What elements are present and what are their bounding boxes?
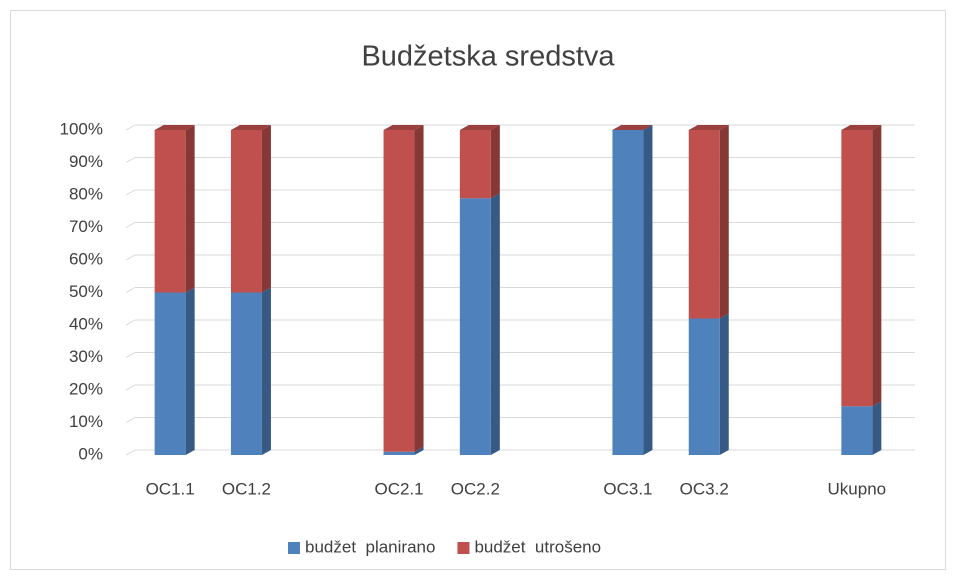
y-tick-label: 50% <box>69 282 103 301</box>
legend-swatch <box>457 542 470 554</box>
bar <box>459 198 491 455</box>
x-tick-label: OC3.2 <box>680 479 729 498</box>
bar-side <box>261 287 271 455</box>
bar <box>841 406 873 455</box>
bar <box>383 130 415 452</box>
bar-top <box>459 125 500 130</box>
grid-line-depth <box>125 222 136 228</box>
grid-line-depth <box>125 449 136 456</box>
bar-side <box>872 401 882 455</box>
x-tick-label: OC2.1 <box>374 479 423 498</box>
bar-side <box>414 446 424 455</box>
bar-top <box>841 125 882 130</box>
legend-label: budžet planirano <box>305 537 435 556</box>
bar <box>688 318 720 455</box>
bar-side <box>872 125 882 407</box>
x-tick-label: OC2.2 <box>451 479 500 498</box>
bar <box>230 130 262 293</box>
bar <box>459 130 491 199</box>
bar-top <box>612 125 653 130</box>
y-tick-label: 90% <box>69 152 103 171</box>
bar-side <box>490 125 500 199</box>
y-tick-label: 20% <box>69 379 103 398</box>
grid-line-depth <box>125 352 136 358</box>
bar-side <box>414 125 424 452</box>
grid-line-depth <box>125 157 136 163</box>
grid-line-depth <box>125 384 136 391</box>
bar-side <box>261 125 271 293</box>
grid-line-depth <box>125 319 136 326</box>
bar-top <box>230 125 271 130</box>
bar <box>154 292 186 455</box>
x-tick-label: Ukupno <box>828 479 887 498</box>
grid-line-depth <box>125 254 136 261</box>
bar <box>612 130 644 455</box>
grid-line-depth <box>125 417 136 423</box>
y-tick-label: 80% <box>69 184 103 203</box>
bar-side <box>490 193 500 455</box>
legend-swatch <box>288 542 300 554</box>
bar <box>688 130 720 319</box>
grid-line-depth <box>125 189 136 196</box>
y-tick-label: 60% <box>69 249 103 268</box>
bar-side <box>185 125 195 293</box>
bar-top <box>154 125 195 130</box>
y-tick-label: 70% <box>69 217 103 236</box>
x-tick-label: OC3.1 <box>603 479 652 498</box>
grid-line-depth <box>125 287 136 293</box>
bar-side <box>643 125 653 455</box>
bar-side <box>719 313 729 455</box>
y-tick-label: 30% <box>69 347 103 366</box>
grid-line-depth <box>125 124 136 131</box>
y-tick-label: 100% <box>60 119 103 138</box>
x-tick-label: OC1.2 <box>222 479 271 498</box>
y-tick-label: 40% <box>69 314 103 333</box>
y-tick-label: 10% <box>69 412 103 431</box>
bar <box>154 130 186 293</box>
bar-top <box>383 125 424 130</box>
bar-side <box>185 287 195 455</box>
x-tick-label: OC1.1 <box>146 479 195 498</box>
bar <box>841 130 873 407</box>
bar <box>230 292 262 455</box>
bar-side <box>719 125 729 319</box>
chart-title: Budžetska sredstva <box>361 41 615 73</box>
bar-top <box>688 125 729 130</box>
y-tick-label: 0% <box>78 444 103 463</box>
legend-label: budžet utrošeno <box>474 537 601 556</box>
bar <box>383 451 415 455</box>
